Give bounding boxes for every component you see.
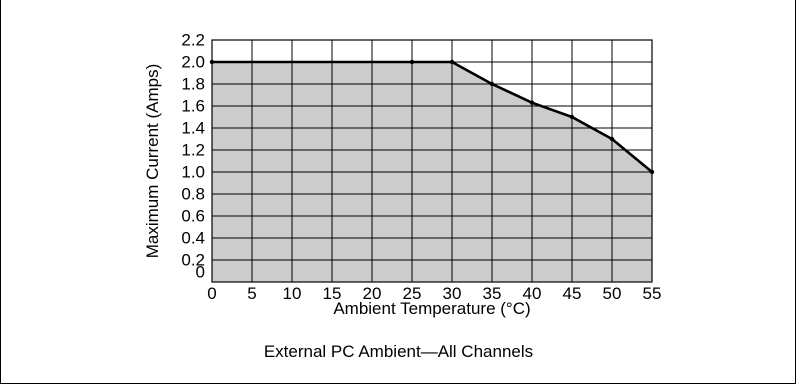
- data-point: [489, 81, 495, 87]
- x-tick-label: 5: [247, 284, 256, 303]
- data-point: [649, 169, 655, 175]
- y-tick-label: 2.2: [181, 31, 205, 50]
- line-layer: [209, 59, 655, 175]
- y-tick-label: 0.8: [181, 185, 205, 204]
- x-tick-label: 10: [283, 284, 302, 303]
- y-tick-label: 1.4: [181, 119, 205, 138]
- y-tick-label: 0.4: [181, 229, 205, 248]
- y-tick-label: 0.6: [181, 207, 205, 226]
- x-tick-labels: 0 5 10 15 20 25 30 35 40 45 50 55: [207, 284, 661, 303]
- y-tick-label: 2.0: [181, 53, 205, 72]
- x-tick-label: 0: [207, 284, 216, 303]
- y-tick-labels: 00.2 0.4 0.6 0.8 1.0 1.2 1.4 1.6 1.8 2.0 2.2: [181, 31, 205, 282]
- chart-caption: External PC Ambient—All Channels: [263, 342, 534, 361]
- y-tick-label: 0.2: [181, 251, 205, 270]
- plot-border: [211, 39, 653, 283]
- y-tick-label: 1.2: [181, 141, 205, 160]
- x-tick-label: 15: [323, 284, 342, 303]
- x-tick-label: 25: [403, 284, 422, 303]
- data-point: [609, 136, 615, 142]
- data-point: [209, 59, 215, 65]
- data-point: [409, 59, 415, 65]
- current-derating-chart: 0 5 10 15 20 25 30 35 40 45 50 55 00.2 0.4 0.6 0.8 1.0 1…: [143, 31, 661, 319]
- x-tick-label: 50: [603, 284, 622, 303]
- data-point: [569, 114, 575, 120]
- y-tick-label: 1.8: [181, 75, 205, 94]
- data-point: [529, 100, 535, 105]
- x-tick-label: 45: [563, 284, 582, 303]
- y-tick-label: 0: [196, 263, 205, 282]
- x-tick-label: 20: [363, 284, 382, 303]
- x-axis-label: Ambient Temperature (°C): [333, 299, 530, 318]
- grid-layer: [211, 39, 653, 283]
- y-tick-label: 1.6: [181, 97, 205, 116]
- x-tick-label: 30: [443, 284, 462, 303]
- derating-line: [212, 60, 653, 174]
- x-tick-label: 35: [483, 284, 502, 303]
- x-tick-label: 40: [523, 284, 542, 303]
- y-axis-label: Maximum Current (Amps): [143, 64, 162, 259]
- y-tick-label: 1.0: [181, 163, 205, 182]
- x-tick-label: 55: [643, 284, 662, 303]
- data-point: [449, 59, 455, 65]
